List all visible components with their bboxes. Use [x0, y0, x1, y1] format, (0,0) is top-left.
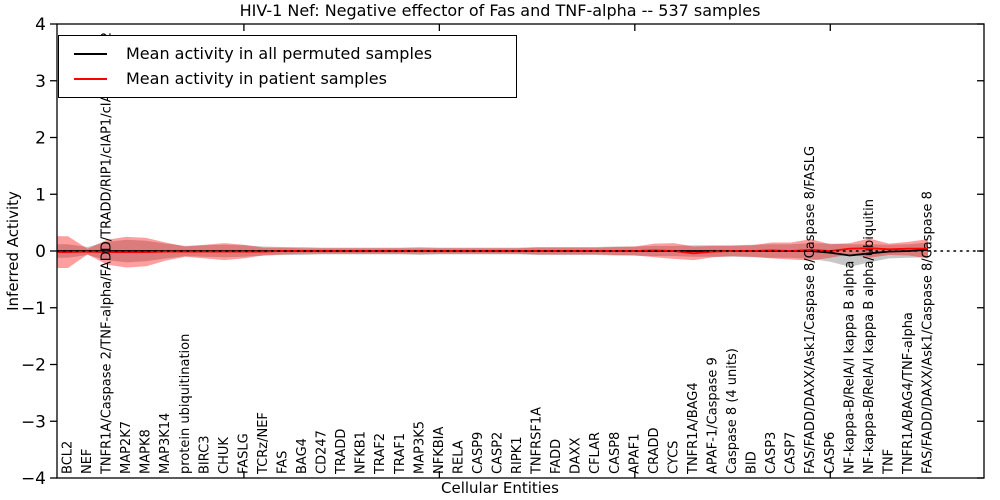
x-tick-label: BID: [745, 451, 760, 474]
y-tick-label: 2: [35, 129, 46, 149]
y-tick-label: 0: [35, 242, 46, 262]
x-tick-label: TNFR1A/BAG4: [686, 382, 701, 475]
x-tick-label: CASP9: [471, 432, 486, 474]
legend-entry-permuted: Mean activity in all permuted samples: [59, 43, 516, 63]
x-tick-label: CASP8: [608, 432, 623, 474]
y-tick-label: −3: [21, 412, 46, 432]
legend-entry-patient: Mean activity in patient samples: [59, 71, 516, 87]
x-tick-label: MAP3K14: [158, 413, 173, 474]
x-tick-label: FAS/FADD/DAXX/Ask1/Caspase 8/Caspase 8/F…: [803, 146, 818, 474]
x-tick-label: APAF1: [627, 433, 642, 474]
x-tick-label: DAXX: [569, 437, 584, 474]
x-tick-label: MAPK8: [139, 429, 154, 474]
x-axis-label: Cellular Entities: [441, 479, 559, 497]
x-tick-label: NF-kappa-B/RelA/I kappa B alpha/ubiquiti…: [862, 199, 877, 474]
x-tick-label: TRAF1: [393, 433, 408, 475]
x-tick-label: TNFR1A/Caspase 2/TNF-alpha/FADD/TRADD/RI…: [100, 32, 115, 475]
x-tick-label: CYCS: [666, 441, 681, 474]
x-tick-label: CASP2: [491, 432, 506, 474]
x-tick-label: FAS/FADD/DAXX/Ask1/Caspase 8/Caspase 8: [921, 191, 936, 474]
x-tick-label: CRADD: [647, 428, 662, 475]
x-tick-label: CASP6: [823, 432, 838, 474]
x-tick-label: CASP3: [764, 432, 779, 474]
x-tick-label: CASP7: [784, 432, 799, 474]
x-tick-label: CD247: [315, 430, 330, 474]
x-tick-label: BIRC3: [197, 436, 212, 475]
x-tick-label: Caspase 8 (4 units): [725, 348, 740, 474]
y-tick-label: 4: [35, 15, 46, 35]
x-tick-label: TCRz/NEF: [256, 412, 271, 475]
x-tick-label: FADD: [549, 439, 564, 474]
y-tick-label: 3: [35, 72, 46, 92]
x-tick-label: TNF: [881, 449, 896, 475]
legend-line-patient-icon: [74, 78, 107, 81]
legend-label-permuted: Mean activity in all permuted samples: [126, 43, 433, 63]
x-tick-label: NFKBIA: [432, 427, 447, 474]
x-tick-label: protein ubiquitination: [178, 334, 193, 474]
legend: Mean activity in all permuted samples Me…: [58, 35, 517, 98]
x-tick-label: RIPK1: [510, 436, 525, 474]
band-patient: [57, 236, 928, 268]
x-tick-label: TNFR1A/BAG4/TNF-alpha: [901, 312, 916, 475]
x-tick-label: FASLG: [236, 433, 251, 474]
band-permuted: [57, 239, 928, 267]
x-tick-label: FAS: [276, 451, 291, 474]
x-tick-label: TRAF2: [373, 433, 388, 475]
x-tick-label: CHUK: [217, 437, 232, 474]
x-tick-label: CFLAR: [588, 432, 603, 474]
x-tick-label: TRADD: [334, 429, 349, 475]
y-tick-label: −4: [21, 469, 46, 489]
chart-title: HIV-1 Nef: Negative effector of Fas and …: [239, 1, 761, 20]
y-tick-label: 1: [35, 185, 46, 205]
x-tick-label: MAP3K5: [412, 421, 427, 474]
y-tick-label: −1: [21, 299, 46, 319]
x-tick-label: RELA: [451, 440, 466, 474]
x-tick-label: APAF-1/Caspase 9: [706, 357, 721, 474]
x-tick-label: TNFRSF1A: [530, 407, 545, 475]
x-tick-label: NFKB1: [354, 431, 369, 474]
legend-line-permuted-icon: [74, 52, 107, 55]
x-tick-label: NF-kappa-B/RelA/I kappa B alpha: [842, 261, 857, 474]
x-tick-label: BCL2: [61, 441, 76, 474]
x-tick-label: NEF: [80, 449, 95, 474]
x-tick-label: MAP2K7: [119, 421, 134, 474]
y-tick-label: −2: [21, 356, 46, 376]
x-tick-label: BAG4: [295, 438, 310, 474]
legend-label-patient: Mean activity in patient samples: [126, 69, 387, 89]
